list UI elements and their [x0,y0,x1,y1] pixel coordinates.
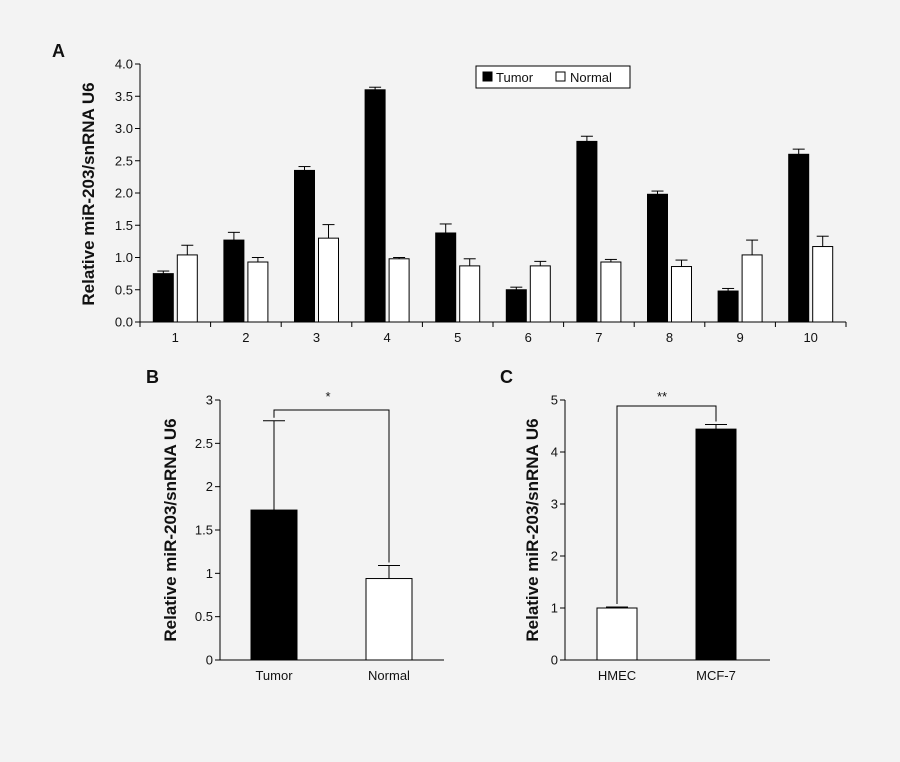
axis-a-y-tick-label: 2.5 [115,153,133,168]
bar-normal-7 [600,261,622,323]
bar-tumor-4 [364,89,386,323]
x-tick-label-8: 8 [666,330,673,345]
axis-b-y-tick-label: 2.5 [195,436,213,451]
x-tick-label-normal: Normal [368,668,410,683]
significance-c: ** [657,389,667,404]
x-tick-label-10: 10 [803,330,817,345]
axis-a-y-tick-label: 2.0 [115,186,133,201]
x-tick-label-tumor: Tumor [255,668,293,683]
bar-tumor-9 [717,290,739,323]
x-tick-label-mcf-7: MCF-7 [696,668,736,683]
significance-b: * [325,389,330,404]
axis-b-y-tick-label: 1 [206,566,213,581]
panel-b: B Relative miR-203/snRNA U6 * 0 0.5 1 1.5 2 2… [146,367,444,683]
panel-label-b: B [146,367,159,387]
axis-a-y-tick-label: 3.5 [115,89,133,104]
axis-c-y-tick-label: 1 [551,601,558,616]
axis-b-y-tick-label: 0.5 [195,609,213,624]
bar-normal-3 [318,237,339,323]
axis-c-y-tick-label: 2 [551,549,558,564]
panel-label-a: A [52,41,65,61]
axis-a-y-tick-label: 3.0 [115,121,133,136]
legend-label-tumor: Tumor [496,70,534,85]
bar-tumor-1 [152,273,174,323]
axis-a-y-tick-label: 1.0 [115,250,133,265]
axis-a-y-tick-label: 0.0 [115,315,133,330]
axis-b-y-tick-label: 1.5 [195,523,213,538]
bar-tumor-6 [505,289,527,323]
axis-b-y-tick-label: 0 [206,653,213,668]
bar-hmec [596,607,638,661]
panel-label-c: C [500,367,513,387]
axis-c-y-tick-label: 3 [551,497,558,512]
x-tick-label-4: 4 [383,330,390,345]
panel-a: A Relative miR-203/snRNA U6 Tumor Normal… [52,41,847,345]
bar-normal [365,578,413,661]
x-tick-label-9: 9 [736,330,743,345]
bar-mcf-7 [695,428,737,661]
axis-a-y-tick-label: 4.0 [115,57,133,72]
bar-normal-9 [741,254,763,323]
bar-normal-2 [247,261,269,323]
bar-normal-4 [388,258,410,323]
bar-normal-10 [812,246,834,323]
bar-tumor-7 [576,140,598,323]
x-tick-label-hmec: HMEC [598,668,636,683]
panel-c: C Relative miR-203/snRNA U6 ** 0 1 2 3 4 5 HME… [500,367,770,683]
bar-normal-8 [671,266,692,323]
bar-tumor-10 [788,153,810,323]
x-tick-label-7: 7 [595,330,602,345]
bar-normal-6 [529,265,551,323]
bar-normal-5 [459,265,481,323]
x-tick-label-1: 1 [172,330,179,345]
bar-tumor-5 [435,232,457,323]
legend-swatch-normal [555,71,566,82]
y-axis-title-a: Relative miR-203/snRNA U6 [79,82,98,305]
significance-bracket [273,409,390,563]
y-axis-title-c: Relative miR-203/snRNA U6 [523,418,542,641]
axis-a-y-tick-label: 0.5 [115,282,133,297]
legend: Tumor Normal [475,65,631,89]
bar-tumor [250,509,298,661]
axis-c-y-tick-label: 0 [551,653,558,668]
x-tick-label-2: 2 [242,330,249,345]
x-tick-label-6: 6 [525,330,532,345]
significance-bracket [616,405,717,604]
bar-tumor-3 [294,169,315,323]
y-axis-title-b: Relative miR-203/snRNA U6 [161,418,180,641]
axis-c-y-tick-label: 5 [551,393,558,408]
legend-box [475,65,631,89]
axis-b-y-tick-label: 2 [206,479,213,494]
x-tick-label-3: 3 [313,330,320,345]
axis-b-y-tick-label: 3 [206,393,213,408]
bar-normal-1 [176,254,198,323]
bar-tumor-2 [223,239,245,323]
legend-label-normal: Normal [570,70,612,85]
bar-tumor-8 [647,193,668,323]
axis-a-y-tick-label: 1.5 [115,218,133,233]
legend-swatch-tumor [482,71,493,82]
x-tick-label-5: 5 [454,330,461,345]
axis-c-y-tick-label: 4 [551,445,558,460]
